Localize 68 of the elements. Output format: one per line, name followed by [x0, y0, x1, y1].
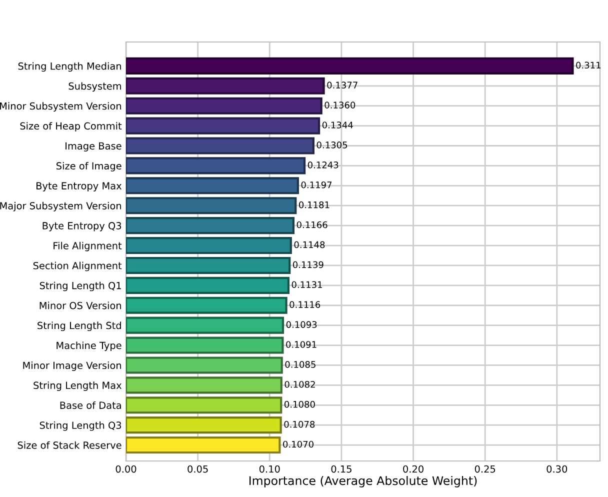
data-label: 0.1181 — [299, 201, 330, 208]
bar — [126, 396, 282, 414]
data-label: 0.1166 — [296, 221, 328, 228]
data-label: 0.311 — [576, 62, 600, 69]
y-tick-label: Size of Image — [56, 162, 122, 172]
bar — [126, 316, 284, 334]
data-label: 0.1377 — [327, 82, 358, 89]
y-tick-label: Machine Type — [56, 342, 122, 351]
y-tick-label: String Length Median — [18, 62, 122, 72]
y-tick-label: Section Alignment — [33, 262, 122, 272]
y-tick-label: File Alignment — [54, 242, 122, 252]
data-label: 0.1070 — [283, 440, 314, 448]
bar — [126, 177, 299, 194]
bar — [126, 436, 281, 454]
y-tick-label: Major Subsystem Version — [0, 202, 122, 212]
y-tick-label: String Length Std — [38, 322, 121, 332]
bar — [126, 217, 295, 234]
data-label: 0.1197 — [301, 181, 332, 188]
bar — [126, 276, 290, 294]
data-label: 0.1091 — [286, 341, 316, 348]
y-tick-label: Minor Subsystem Version — [0, 102, 122, 112]
y-tick-label: Byte Entropy Q3 — [42, 222, 122, 232]
data-label: 0.1131 — [292, 281, 322, 288]
y-tick-label: Size of Stack Reserve — [18, 441, 122, 449]
y-tick-label: Subsystem — [68, 82, 122, 92]
data-label: 0.1085 — [285, 361, 316, 368]
bar — [126, 197, 297, 214]
data-label: 0.1082 — [284, 380, 315, 388]
x-tick-label: 0.10 — [259, 465, 280, 473]
bar — [126, 97, 322, 114]
data-label: 0.1243 — [308, 161, 338, 168]
y-tick-label: Minor OS Version — [40, 302, 122, 310]
bar — [126, 77, 325, 94]
bar — [126, 336, 284, 354]
x-tick-label: 0.20 — [403, 465, 424, 473]
bar — [126, 356, 283, 374]
y-tick-label: Minor Image Version — [23, 362, 122, 371]
data-label: 0.1080 — [284, 400, 315, 408]
bar — [126, 256, 291, 274]
data-label: 0.1148 — [294, 241, 325, 248]
bar — [126, 137, 314, 154]
bar — [126, 416, 282, 434]
bar — [126, 157, 306, 174]
bar — [126, 236, 292, 254]
data-label: 0.1344 — [322, 122, 353, 128]
bar — [126, 117, 320, 134]
y-tick-label: Size of Heap Commit — [20, 122, 122, 132]
bar — [126, 57, 574, 74]
x-axis-title: Importance (Average Absolute Weight) — [249, 476, 477, 488]
x-tick-label: 0.30 — [546, 465, 568, 473]
y-tick-label: String Length Q3 — [40, 421, 122, 431]
x-tick-label: 0.00 — [116, 465, 136, 473]
y-tick-label: String Length Max — [34, 381, 122, 391]
x-tick-label: 0.05 — [188, 465, 208, 473]
bar — [126, 296, 288, 314]
bar — [126, 376, 282, 394]
y-tick-label: Image Base — [66, 142, 122, 152]
y-tick-label: Base of Data — [60, 401, 121, 409]
y-tick-label: Byte Entropy Max — [36, 182, 122, 192]
data-label: 0.1078 — [284, 420, 315, 428]
y-tick-label: String Length Q1 — [40, 282, 121, 292]
x-tick-label: 0.15 — [331, 465, 352, 473]
x-tick-label: 0.25 — [474, 465, 496, 473]
data-label: 0.1116 — [290, 301, 320, 308]
data-label: 0.1305 — [316, 142, 348, 148]
data-label: 0.1360 — [324, 102, 356, 108]
data-label: 0.1093 — [286, 321, 317, 328]
data-label: 0.1139 — [292, 261, 324, 268]
